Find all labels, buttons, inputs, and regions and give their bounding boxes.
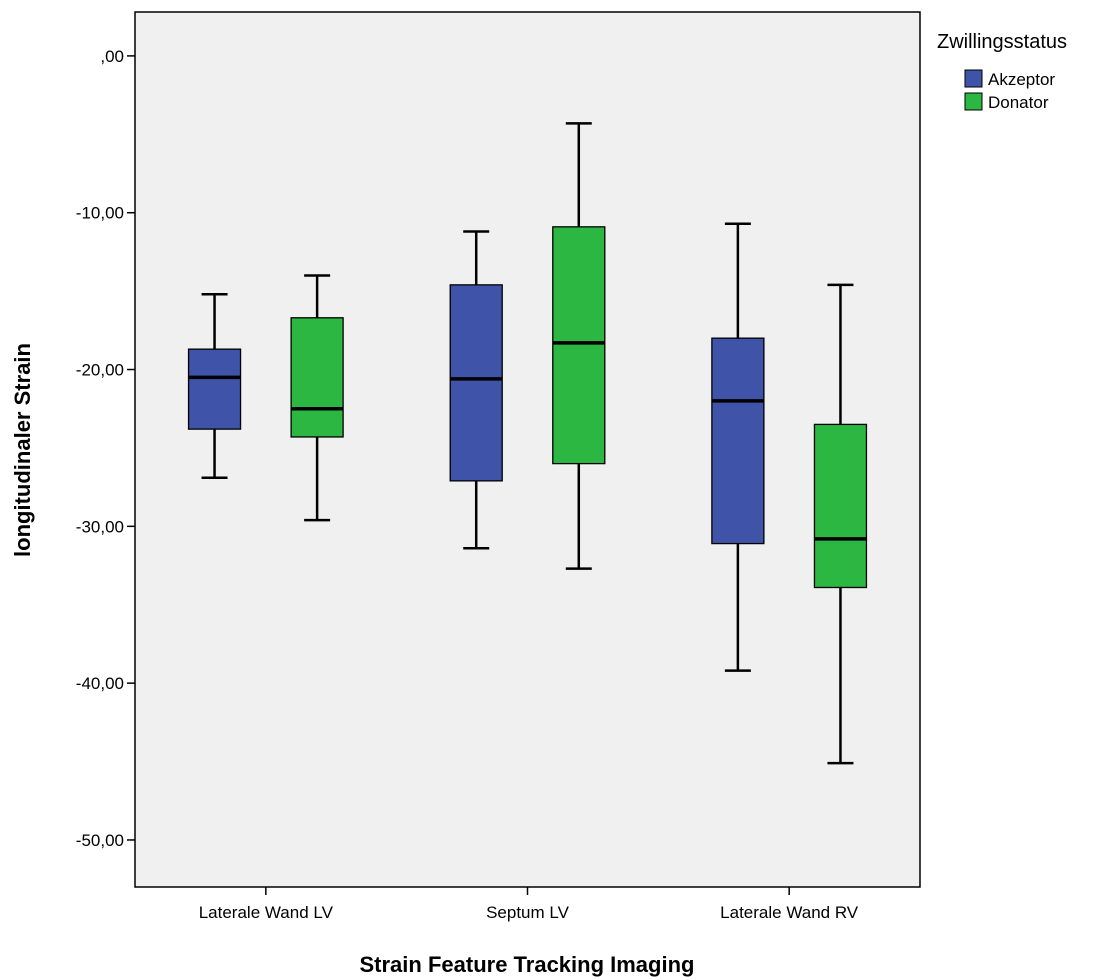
y-tick-label: -10,00 <box>76 204 124 223</box>
plot-area <box>134 11 921 888</box>
box-donator-1 <box>552 122 606 570</box>
legend-label-donator: Donator <box>988 93 1049 112</box>
box-donator-2 <box>813 283 868 765</box>
y-tick-label: -40,00 <box>76 674 124 693</box>
box-iqr <box>711 337 765 545</box>
y-axis-title: longitudinaler Strain <box>10 343 35 557</box>
box-akzeptor-0 <box>187 293 242 479</box>
legend-label-akzeptor: Akzeptor <box>988 70 1055 89</box>
box-akzeptor-1 <box>449 230 503 550</box>
box-akzeptor-2 <box>711 222 765 672</box>
box-iqr <box>813 423 868 589</box>
x-tick-label: Septum LV <box>486 903 570 922</box>
y-tick-label: -20,00 <box>76 361 124 380</box>
legend: Zwillingsstatus Akzeptor Donator <box>937 31 1067 112</box>
box-donator-0 <box>290 274 344 522</box>
x-axis-title: Strain Feature Tracking Imaging <box>360 952 695 977</box>
box-series <box>187 122 868 765</box>
box-iqr <box>552 226 606 465</box>
y-axis: ,00 -10,00 -20,00 -30,00 -40,00 -50,00 <box>76 47 135 850</box>
legend-swatch-akzeptor <box>964 69 983 88</box>
box-iqr <box>290 317 344 438</box>
box-iqr <box>187 348 242 430</box>
x-axis: Laterale Wand LV Septum LV Laterale Wand R… <box>199 887 859 922</box>
legend-swatch-donator <box>964 92 983 111</box>
x-tick-label: Laterale Wand LV <box>199 903 334 922</box>
legend-title: Zwillingsstatus <box>937 31 1067 53</box>
y-tick-label: -50,00 <box>76 831 124 850</box>
y-tick-label: ,00 <box>100 47 124 66</box>
x-tick-label: Laterale Wand RV <box>720 903 859 922</box>
box-iqr <box>449 284 503 482</box>
y-tick-label: -30,00 <box>76 517 124 536</box>
